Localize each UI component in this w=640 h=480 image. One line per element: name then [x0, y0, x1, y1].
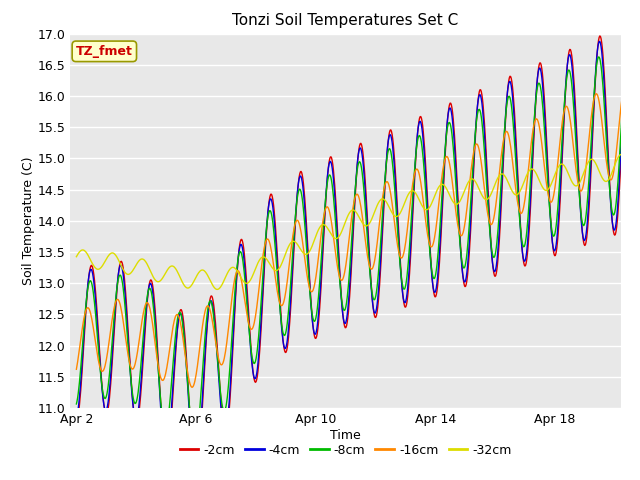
-32cm — [446, 193, 454, 199]
-8cm — [72, 401, 80, 407]
-8cm — [124, 336, 131, 341]
-2cm — [72, 418, 80, 424]
-32cm — [626, 166, 634, 171]
Line: -8cm: -8cm — [76, 44, 630, 443]
-16cm — [349, 203, 357, 208]
-32cm — [391, 213, 399, 219]
-32cm — [358, 218, 365, 224]
-16cm — [446, 164, 454, 169]
-16cm — [622, 78, 630, 84]
-4cm — [358, 148, 365, 154]
-4cm — [626, 25, 634, 31]
-16cm — [188, 384, 196, 390]
-16cm — [391, 220, 399, 226]
-4cm — [391, 167, 399, 173]
-16cm — [72, 366, 80, 372]
-32cm — [618, 152, 625, 157]
Line: -4cm: -4cm — [76, 28, 630, 469]
-16cm — [358, 208, 365, 214]
-8cm — [349, 211, 357, 216]
Legend: -2cm, -4cm, -8cm, -16cm, -32cm: -2cm, -4cm, -8cm, -16cm, -32cm — [175, 439, 516, 462]
-32cm — [124, 271, 131, 277]
Title: Tonzi Soil Temperatures Set C: Tonzi Soil Temperatures Set C — [232, 13, 459, 28]
-8cm — [391, 184, 399, 190]
X-axis label: Time: Time — [330, 429, 361, 442]
-4cm — [192, 466, 200, 472]
-8cm — [446, 121, 454, 127]
Line: -16cm: -16cm — [76, 81, 630, 387]
-4cm — [446, 105, 454, 111]
-16cm — [124, 349, 131, 355]
-8cm — [625, 41, 632, 47]
-2cm — [446, 100, 454, 106]
-4cm — [625, 25, 633, 31]
-8cm — [358, 165, 365, 171]
-8cm — [320, 215, 328, 221]
Text: TZ_fmet: TZ_fmet — [76, 45, 132, 58]
-32cm — [72, 254, 80, 260]
-2cm — [320, 228, 328, 234]
-16cm — [626, 91, 634, 96]
-16cm — [320, 212, 328, 217]
-8cm — [191, 440, 199, 446]
-2cm — [358, 142, 365, 147]
Y-axis label: Soil Temperature (C): Soil Temperature (C) — [22, 156, 35, 285]
-2cm — [193, 470, 200, 476]
-4cm — [72, 414, 80, 420]
Line: -32cm: -32cm — [76, 155, 630, 289]
-4cm — [124, 326, 131, 332]
-32cm — [320, 222, 328, 228]
-8cm — [626, 43, 634, 49]
Line: -2cm: -2cm — [76, 23, 630, 473]
-4cm — [349, 219, 357, 225]
-32cm — [214, 287, 221, 292]
-2cm — [349, 227, 357, 233]
-2cm — [124, 318, 131, 324]
-32cm — [349, 207, 357, 213]
-2cm — [391, 157, 399, 163]
-2cm — [626, 20, 634, 25]
-4cm — [320, 221, 328, 227]
